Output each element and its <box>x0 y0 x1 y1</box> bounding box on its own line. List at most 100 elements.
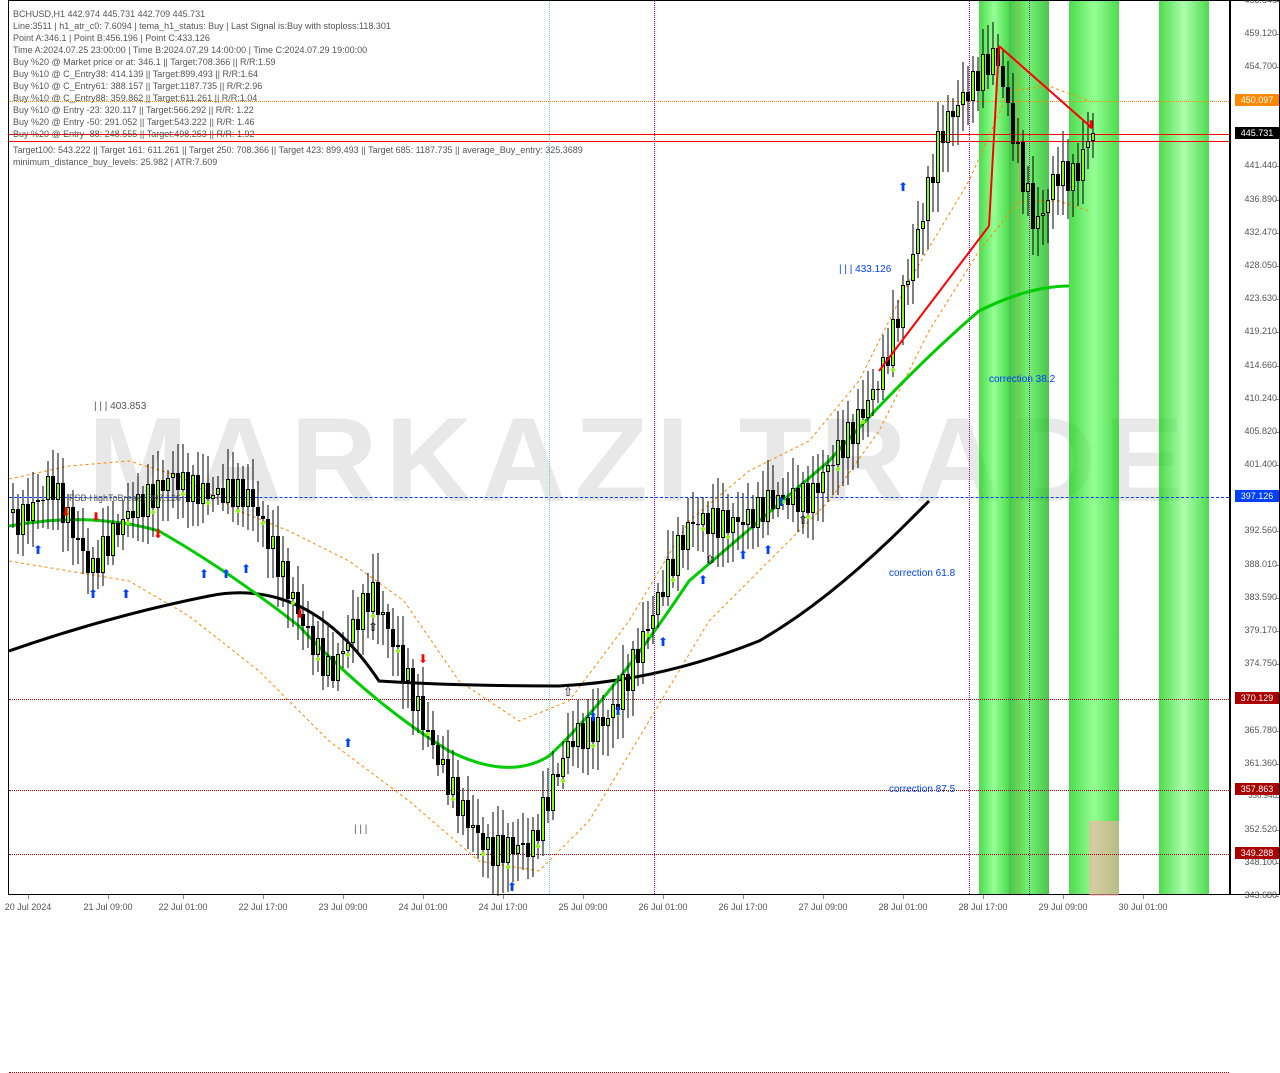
ytick-label: 397.126 <box>1235 490 1279 502</box>
signal-arrow: ⇧ <box>798 513 808 527</box>
signal-arrow: ⇧ <box>563 685 573 699</box>
ytick-label: 343.680 <box>1231 890 1277 900</box>
info-line: Buy %20 @ Market price or at: 346.1 || T… <box>13 57 275 67</box>
xtick-label: 24 Jul 01:00 <box>398 902 447 912</box>
chart-container: MARKAZI TRADE ⬆⬇⬆⬇⬆⬇⬆⬆⬆⬇⬆⇧⬇⬆ <box>0 0 1280 920</box>
xtick-label: 22 Jul 01:00 <box>158 902 207 912</box>
xtick-label: 29 Jul 09:00 <box>1038 902 1087 912</box>
info-line: Buy %20 @ Entry -88: 248.555 || Target:4… <box>13 129 254 139</box>
ytick-label: 379.170 <box>1231 625 1277 635</box>
signal-arrow: ⬆ <box>343 736 353 750</box>
xaxis: 20 Jul 2024 21 Jul 09:00 22 Jul 01:00 22 Ju… <box>8 895 1230 920</box>
ytick-label: 357.863 <box>1235 783 1279 795</box>
info-line: Point A:346.1 | Point B:456.196 | Point … <box>13 33 210 43</box>
signal-arrow: ⬇ <box>295 607 305 621</box>
signal-arrow: ⬆ <box>33 543 43 557</box>
ytick-label: 454.700 <box>1231 61 1277 71</box>
ytick-label: 361.360 <box>1231 758 1277 768</box>
signal-arrow: ⬇ <box>1086 118 1096 132</box>
ytick-label: 349.288 <box>1235 847 1279 859</box>
info-line: Buy %10 @ C_Entry88: 359.862 || Target:6… <box>13 93 257 103</box>
chart-annotation: | | | 403.853 <box>94 401 146 412</box>
ytick-label: 370.129 <box>1235 692 1279 704</box>
signal-arrow: ⬆ <box>88 587 98 601</box>
signal-arrow: ⬆ <box>658 635 668 649</box>
info-line: Time A:2024.07.25 23:00:00 | Time B:2024… <box>13 45 367 55</box>
ytick-label: 410.240 <box>1231 393 1277 403</box>
ytick-label: 432.470 <box>1231 227 1277 237</box>
ytick-label: 383.590 <box>1231 592 1277 602</box>
info-line: minimum_distance_buy_levels: 25.982 | AT… <box>13 157 217 167</box>
ytick-label: 405.820 <box>1231 426 1277 436</box>
vertical-line <box>654 1 655 894</box>
signal-arrow: ⬇ <box>153 527 163 541</box>
signal-arrow: ⬆ <box>613 704 623 718</box>
ytick-label: 414.660 <box>1231 360 1277 370</box>
ytick-label: 401.400 <box>1231 459 1277 469</box>
plot-area[interactable]: ⬆⬇⬆⬇⬆⬇⬆⬆⬆⬇⬆⇧⬇⬆⇧⬆⬆⬆⬆⇧⬆⬆⬆⇧⬆⬇ | | | 403.853… <box>8 0 1230 895</box>
signal-arrow: ⬆ <box>763 543 773 557</box>
vertical-line <box>969 1 970 894</box>
signal-arrow: ⬆ <box>898 180 908 194</box>
info-line: Target100: 543.222 || Target 161: 611.26… <box>13 145 583 155</box>
signal-arrow: ⬇ <box>91 510 101 524</box>
ytick-label: 388.010 <box>1231 559 1277 569</box>
yaxis: 463.540 459.120 454.700 450.097 445.731 441.4… <box>1230 0 1280 895</box>
ytick-label: 423.630 <box>1231 293 1277 303</box>
horizontal-level <box>9 141 1229 142</box>
ytick-label: 428.050 <box>1231 260 1277 270</box>
info-line: Line:3511 | h1_atr_c0: 7.6094 | tema_h1_… <box>13 21 391 31</box>
ytick-label: 365.780 <box>1231 725 1277 735</box>
signal-arrow: ⬆ <box>776 495 786 509</box>
xtick-label: 24 Jul 17:00 <box>478 902 527 912</box>
ytick-label: 441.440 <box>1231 160 1277 170</box>
info-line: Buy %10 @ C_Entry38: 414.139 || Target:8… <box>13 69 258 79</box>
chart-annotation: | | | <box>354 824 367 835</box>
xtick-label: 28 Jul 01:00 <box>878 902 927 912</box>
signal-arrow: ⇧ <box>368 620 378 634</box>
chart-annotation: correction 38.2 <box>989 374 1055 385</box>
stop-zone <box>1089 821 1119 896</box>
chart-annotation: FSB-HighToBreak | 397.126 <box>69 493 181 503</box>
ytick-label: 445.731 <box>1235 127 1279 139</box>
xtick-label: 26 Jul 01:00 <box>638 902 687 912</box>
ytick-label: 392.560 <box>1231 525 1277 535</box>
info-line: Buy %10 @ Entry -23: 320.117 || Target:5… <box>13 105 254 115</box>
ytick-label: 436.890 <box>1231 194 1277 204</box>
info-line: BCHUSD,H1 442.974 445.731 442.709 445.73… <box>13 9 205 19</box>
xtick-label: 30 Jul 01:00 <box>1118 902 1167 912</box>
signal-arrow: ⬆ <box>588 710 598 724</box>
vertical-line <box>549 1 550 894</box>
horizontal-level <box>9 854 1229 855</box>
xtick-label: 23 Jul 09:00 <box>318 902 367 912</box>
signal-arrow: ⬇ <box>418 652 428 666</box>
vertical-line <box>1029 1 1030 894</box>
signal-arrow: ⬆ <box>507 880 517 894</box>
xtick-label: 22 Jul 17:00 <box>238 902 287 912</box>
signal-arrow: ⬆ <box>738 548 748 562</box>
signal-arrow: ⬆ <box>698 573 708 587</box>
xtick-label: 27 Jul 09:00 <box>798 902 847 912</box>
signal-arrow: ⇧ <box>705 553 715 567</box>
xtick-label: 28 Jul 17:00 <box>958 902 1007 912</box>
signal-arrow: ⬆ <box>121 587 131 601</box>
signal-arrow: ⬆ <box>199 567 209 581</box>
ytick-label: 450.097 <box>1235 94 1279 106</box>
chart-annotation: correction 87.5 <box>889 784 955 795</box>
info-line: Buy %20 @ Entry -50: 291.052 || Target:5… <box>13 117 254 127</box>
xtick-label: 21 Jul 09:00 <box>83 902 132 912</box>
horizontal-level <box>9 790 1229 791</box>
signal-arrow: ⬇ <box>61 505 71 519</box>
info-line: Buy %10 @ C_Entry61: 388.157 || Target:1… <box>13 81 262 91</box>
ytick-label: 374.750 <box>1231 658 1277 668</box>
xtick-label: 20 Jul 2024 <box>5 902 52 912</box>
xtick-label: 26 Jul 17:00 <box>718 902 767 912</box>
chart-annotation: | | | 433.126 <box>839 264 891 275</box>
xtick-label: 25 Jul 09:00 <box>558 902 607 912</box>
ytick-label: 419.210 <box>1231 326 1277 336</box>
chart-annotation: correction 61.8 <box>889 568 955 579</box>
ytick-label: 463.540 <box>1231 0 1277 5</box>
ytick-label: 352.520 <box>1231 824 1277 834</box>
signal-arrow: ⬆ <box>221 567 231 581</box>
ytick-label: 459.120 <box>1231 28 1277 38</box>
